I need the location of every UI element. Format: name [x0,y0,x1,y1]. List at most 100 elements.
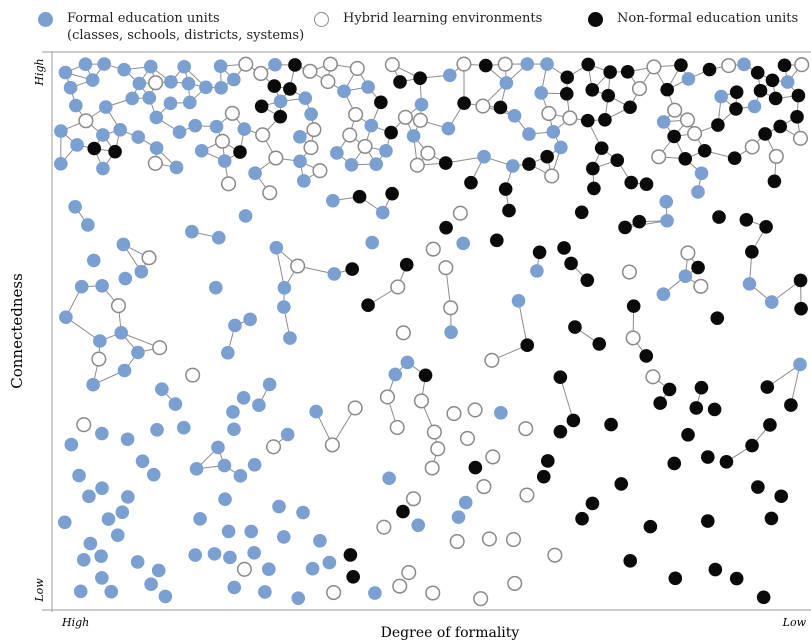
formal-unit-node [164,75,178,89]
hybrid-environment-node [401,565,417,581]
hybrid-environment-node [507,575,523,591]
nonformal-unit-node [610,153,625,168]
formal-unit-node [678,269,693,283]
nonformal-unit-node [653,396,667,410]
formal-unit-node [276,530,291,544]
nonformal-unit-node [464,175,478,190]
formal-unit-node [252,398,266,413]
formal-unit-node [365,235,379,250]
nonformal-unit-node [756,590,771,605]
formal-unit-node [223,550,237,565]
hybrid-environment-node [324,437,340,453]
formal-unit-node [369,157,384,171]
nonformal-unit-node [413,71,427,85]
formal-unit-node [183,95,197,110]
formal-unit-node [507,108,522,123]
formal-unit-node [364,118,379,133]
nonformal-unit-node [594,141,609,155]
nonformal-unit-node [586,161,600,176]
formal-unit-node [268,57,282,72]
formal-unit-node [150,422,164,437]
nonformal-unit-node [283,82,297,96]
nonformal-unit-node [700,514,715,528]
nonformal-unit-node [719,455,734,469]
hybrid-environment-node [236,561,252,577]
hybrid-environment-node [679,112,696,128]
formal-unit-node [95,279,109,293]
formal-unit-node [188,548,203,562]
nonformal-unit-node [522,157,536,171]
formal-unit-node [177,59,191,74]
hybrid-environment-node [646,59,662,75]
nonformal-unit-node [777,58,792,73]
formal-unit-node [131,130,146,144]
formal-unit-node [244,524,259,539]
formal-unit-node [283,331,297,345]
nonformal-unit-node [791,88,806,103]
nonformal-unit-node [557,241,571,255]
hybrid-environment-node [497,56,513,72]
formal-unit-node [193,512,207,526]
formal-unit-node [296,505,310,520]
formal-unit-node [477,149,491,164]
formal-unit-node [262,377,277,392]
nonformal-unit-node [767,174,782,189]
hybrid-environment-node [152,340,168,356]
formal-unit-node [714,89,729,104]
hybrid-environment-node [349,60,365,76]
hybrid-environment-node [467,402,483,418]
formal-unit-node [117,62,131,77]
formal-unit-node [125,91,140,106]
formal-unit-node [53,156,68,171]
nonformal-unit-node [662,382,677,397]
formal-unit-node [64,437,79,452]
hybrid-environment-node [91,351,107,367]
formal-unit-node [780,75,795,89]
formal-unit-node [522,127,536,141]
formal-unit-node [330,146,344,160]
hybrid-environment-node [395,325,411,341]
nonformal-unit-node [581,57,596,72]
nonformal-unit-node [751,480,765,494]
formal-unit-node [131,345,145,360]
formal-unit-node [68,200,82,214]
formal-unit-node [185,224,199,239]
hybrid-environment-node [141,250,157,266]
formal-unit-node [546,125,561,139]
formal-unit-node [208,280,223,295]
connection-edge [275,247,285,288]
formal-unit-node [499,76,514,90]
formal-unit-node [441,121,456,136]
nonformal-unit-node [540,149,554,164]
formal-unit-node [293,129,307,144]
nonformal-unit-node [343,548,358,562]
formal-unit-node [505,159,520,173]
nonformal-unit-node [697,143,712,158]
formal-unit-node [143,59,158,74]
hybrid-environment-node [262,185,278,201]
nonformal-unit-node [790,110,804,124]
nonformal-unit-node [729,102,743,116]
hybrid-environment-node [547,547,563,563]
formal-unit-node [83,536,98,551]
formal-unit-node [660,213,674,228]
nonformal-unit-node [468,460,483,475]
nonformal-unit-node [794,301,808,316]
nonformal-unit-node [568,320,582,334]
nonformal-unit-node [729,85,744,99]
nonformal-unit-node [559,86,574,101]
formal-unit-node [656,115,671,129]
nonformal-unit-node [758,127,772,141]
nonformal-unit-node [580,113,595,128]
formal-unit-node [86,253,101,268]
formal-unit-node [554,140,568,155]
formal-unit-node [149,141,164,155]
formal-unit-node [176,420,191,435]
hybrid-environment-node [426,424,442,440]
hybrid-environment-node [110,298,127,314]
nonformal-unit-node [233,145,247,159]
formal-unit-node [116,237,131,252]
formal-unit-node [520,57,535,71]
formal-unit-node [99,100,113,114]
formal-unit-node [217,458,232,473]
